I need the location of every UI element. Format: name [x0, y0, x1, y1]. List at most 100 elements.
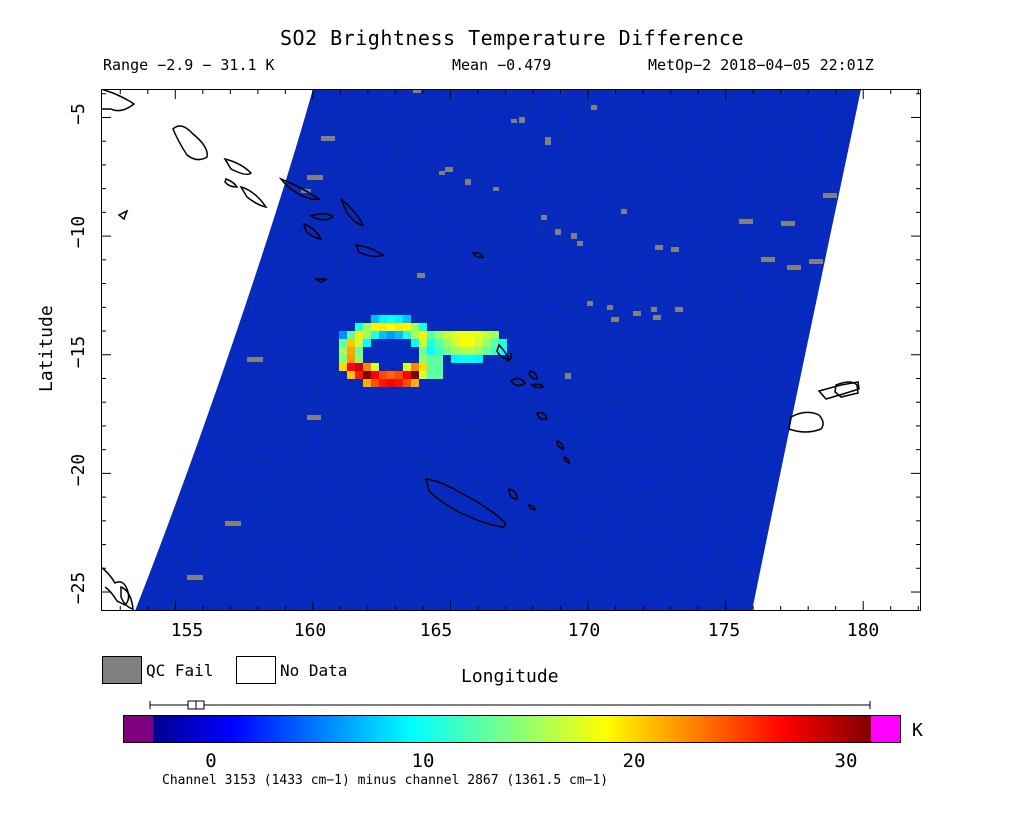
- qc-fail-pixel: [519, 117, 525, 123]
- plume-pixel: [355, 347, 363, 355]
- plume-pixel: [355, 363, 363, 371]
- plume-pixel: [443, 347, 451, 355]
- plume-pixel: [483, 347, 491, 355]
- x-tick-label: 160: [293, 620, 327, 641]
- plume-pixel: [419, 363, 427, 371]
- x-axis-label: Longitude: [461, 666, 559, 687]
- y-tick-label: −25: [68, 571, 89, 605]
- plume-pixel: [395, 315, 403, 323]
- plume-pixel: [427, 331, 435, 339]
- qc-fail-pixel: [493, 187, 499, 191]
- plume-pixel: [363, 323, 371, 331]
- qc-fail-pixel: [417, 273, 425, 278]
- plume-pixel: [451, 355, 459, 363]
- qc-fail-pixel: [621, 209, 627, 214]
- y-tick-label: −5: [68, 103, 89, 125]
- plume-pixel: [411, 331, 419, 339]
- plume-pixel: [491, 331, 499, 339]
- colorbar-gradient: [153, 715, 871, 743]
- colorbar-tick-label: 0: [205, 750, 217, 772]
- plume-pixel: [339, 355, 347, 363]
- plume-pixel: [411, 371, 419, 379]
- so2-plume: [339, 315, 507, 387]
- plume-pixel: [483, 331, 491, 339]
- plume-pixel: [475, 355, 483, 363]
- plume-pixel: [435, 347, 443, 355]
- plume-pixel: [411, 323, 419, 331]
- qc-fail-pixel: [545, 137, 551, 145]
- colorbar-under-swatch: [123, 715, 153, 743]
- plume-pixel: [459, 331, 467, 339]
- plume-pixel: [403, 315, 411, 323]
- mean-label: Mean −0.479: [452, 56, 552, 74]
- plume-pixel: [363, 371, 371, 379]
- qc-fail-pixel: [541, 215, 547, 220]
- plume-pixel: [403, 323, 411, 331]
- colorbar-tick-label: 10: [411, 750, 435, 772]
- plume-pixel: [499, 347, 507, 355]
- slider-handle-right[interactable]: [195, 700, 205, 710]
- plot-frame: [101, 89, 921, 611]
- plume-pixel: [339, 363, 347, 371]
- plume-pixel: [363, 363, 371, 371]
- qc-fail-pixel: [511, 119, 517, 123]
- plume-pixel: [435, 339, 443, 347]
- colorbar: [123, 715, 901, 743]
- plume-pixel: [435, 371, 443, 379]
- plume-pixel: [451, 339, 459, 347]
- qc-fail-pixel: [187, 575, 203, 580]
- plume-pixel: [467, 355, 475, 363]
- x-tick-label: 170: [567, 620, 601, 641]
- plume-pixel: [355, 339, 363, 347]
- plume-pixel: [443, 339, 451, 347]
- plume-pixel: [435, 355, 443, 363]
- plume-pixel: [387, 315, 395, 323]
- qc-fail-pixel: [413, 89, 421, 93]
- qc-fail-label: QC Fail: [146, 661, 214, 680]
- slider-handle-left[interactable]: [187, 700, 197, 710]
- plume-pixel: [419, 331, 427, 339]
- plume-pixel: [435, 331, 443, 339]
- qc-fail-pixel: [611, 317, 619, 322]
- plume-pixel: [411, 363, 419, 371]
- plume-pixel: [379, 371, 387, 379]
- qc-fail-pixel: [247, 357, 263, 362]
- plume-pixel: [499, 339, 507, 347]
- y-tick-marks: [101, 93, 921, 593]
- plume-pixel: [379, 323, 387, 331]
- qc-fail-pixel: [577, 241, 583, 246]
- plume-pixel: [427, 347, 435, 355]
- plume-pixel: [411, 379, 419, 387]
- plume-pixel: [451, 347, 459, 355]
- plume-pixel: [339, 347, 347, 355]
- map-title: SO2 Brightness Temperature Difference: [279, 26, 745, 50]
- qc-fail-pixel: [555, 229, 561, 235]
- plume-pixel: [451, 331, 459, 339]
- plume-pixel: [419, 347, 427, 355]
- plume-pixel: [427, 355, 435, 363]
- plume-pixel: [443, 331, 451, 339]
- plume-pixel: [475, 331, 483, 339]
- plume-pixel: [411, 339, 419, 347]
- plume-pixel: [419, 355, 427, 363]
- plume-pixel: [403, 363, 411, 371]
- x-tick-label: 175: [707, 620, 741, 641]
- qc-fail-pixel: [809, 259, 823, 264]
- range-label: Range −2.9 − 31.1 K: [103, 56, 275, 74]
- plume-pixel: [387, 323, 395, 331]
- plume-pixel: [459, 355, 467, 363]
- plume-pixel: [339, 339, 347, 347]
- qc-fail-pixel: [439, 171, 445, 175]
- plume-pixel: [355, 355, 363, 363]
- y-tick-label: −20: [68, 453, 89, 487]
- plume-pixel: [371, 363, 379, 371]
- plume-pixel: [475, 339, 483, 347]
- x-tick-label: 180: [846, 620, 880, 641]
- range-slider[interactable]: [148, 698, 873, 712]
- plume-pixel: [459, 339, 467, 347]
- plume-pixel: [403, 379, 411, 387]
- plume-pixel: [379, 315, 387, 323]
- coastlines: [101, 89, 860, 610]
- plume-pixel: [379, 379, 387, 387]
- plume-pixel: [467, 339, 475, 347]
